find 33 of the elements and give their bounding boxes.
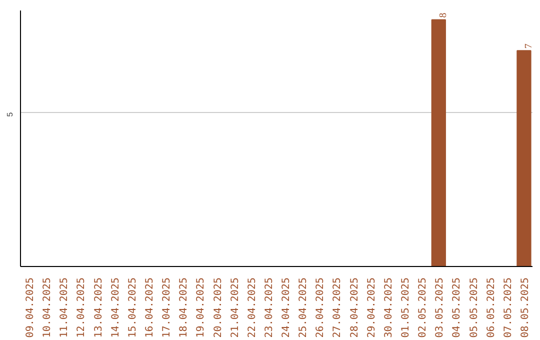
x-tick-label: 12.04.2025	[76, 277, 88, 338]
x-tick-label: 24.04.2025	[281, 277, 292, 338]
x-tick-label: 15.04.2025	[127, 277, 138, 338]
x-tick-label: 17.04.2025	[162, 277, 173, 338]
x-tick-label: 22.04.2025	[246, 277, 258, 338]
x-tick-label: 23.04.2025	[264, 277, 275, 338]
x-tick-label: 11.04.2025	[59, 277, 70, 338]
x-tick-label: 14.04.2025	[110, 277, 122, 338]
x-tick-label: 07.05.2025	[502, 277, 514, 338]
x-tick-label: 13.04.2025	[93, 277, 104, 338]
x-tick-label: 16.04.2025	[144, 277, 156, 338]
x-tick-label: 02.05.2025	[418, 277, 429, 338]
x-tick-label: 09.04.2025	[25, 277, 36, 338]
x-tick-label: 05.05.2025	[468, 277, 480, 338]
y-tick-label: 5	[6, 112, 14, 117]
data-label: 8	[438, 12, 450, 18]
x-tick-label: 21.04.2025	[230, 277, 241, 338]
x-tick-label: 30.04.2025	[383, 277, 394, 338]
x-tick-label: 27.04.2025	[332, 277, 344, 338]
x-tick-label: 01.05.2025	[400, 277, 412, 338]
x-tick-label: 29.04.2025	[366, 277, 378, 338]
x-tick-label: 26.04.2025	[315, 277, 326, 338]
x-tick-label: 25.04.2025	[298, 277, 310, 338]
x-tick-label: 03.05.2025	[434, 277, 446, 338]
x-tick-label: 28.04.2025	[349, 277, 360, 338]
x-tick-label: 04.05.2025	[452, 277, 463, 338]
x-tick-label: 18.04.2025	[178, 277, 190, 338]
x-tick-label: 06.05.2025	[486, 277, 497, 338]
x-tick-label: 20.04.2025	[212, 277, 224, 338]
data-label: 7	[523, 44, 534, 49]
x-tick-label: 08.05.2025	[520, 277, 531, 338]
x-tick-label: 10.04.2025	[42, 277, 54, 338]
x-tick-label: 19.04.2025	[196, 277, 207, 338]
